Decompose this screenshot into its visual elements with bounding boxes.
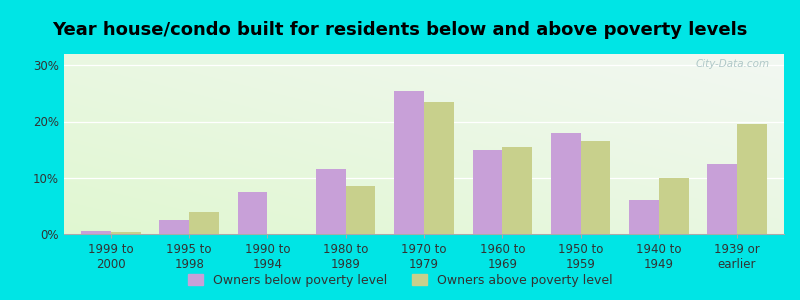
Bar xyxy=(82,231,111,234)
Bar xyxy=(159,220,190,234)
Bar xyxy=(502,147,532,234)
Text: City-Data.com: City-Data.com xyxy=(695,59,770,69)
Bar xyxy=(316,169,346,234)
Legend: Owners below poverty level, Owners above poverty level: Owners below poverty level, Owners above… xyxy=(184,270,616,291)
Bar xyxy=(473,150,502,234)
Bar xyxy=(346,186,375,234)
Bar xyxy=(658,178,689,234)
Bar xyxy=(238,192,267,234)
Bar xyxy=(550,133,581,234)
Bar xyxy=(111,232,141,234)
Bar xyxy=(190,212,219,234)
Text: Year house/condo built for residents below and above poverty levels: Year house/condo built for residents bel… xyxy=(52,21,748,39)
Bar xyxy=(394,91,424,234)
Bar xyxy=(424,102,454,234)
Bar xyxy=(581,141,610,234)
Bar xyxy=(707,164,737,234)
Bar xyxy=(737,124,766,234)
Bar xyxy=(629,200,658,234)
